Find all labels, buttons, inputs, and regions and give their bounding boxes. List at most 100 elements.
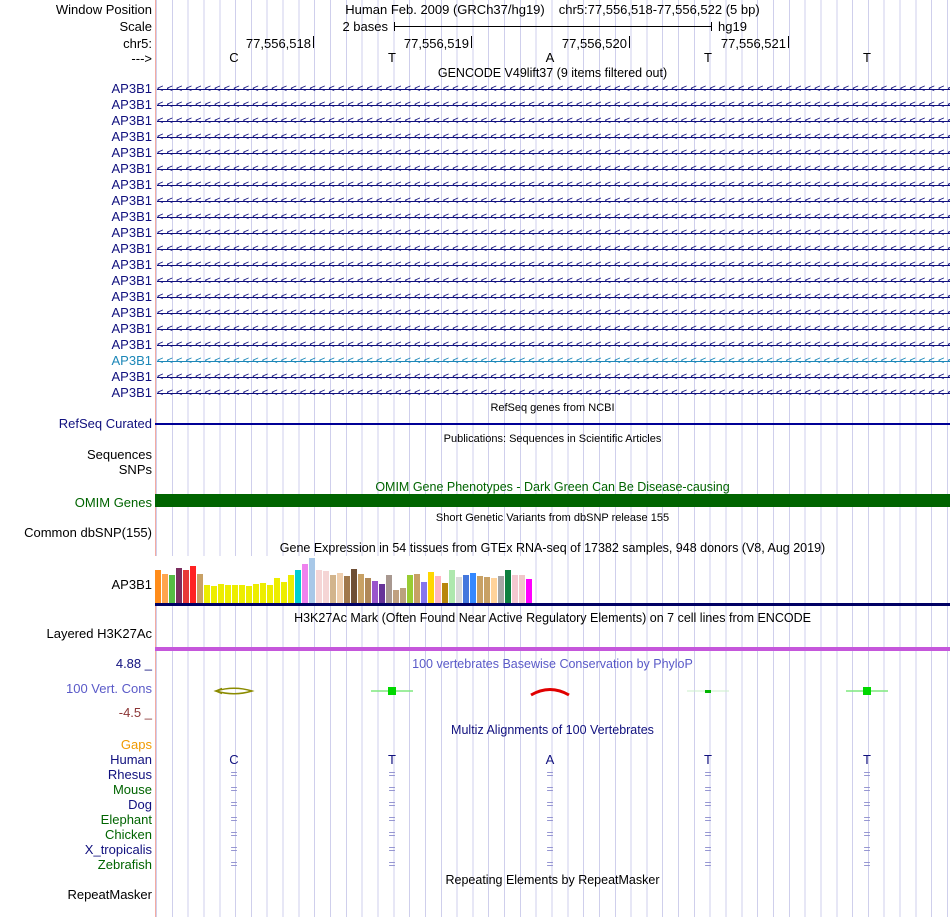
dbsnp-label[interactable]: Common dbSNP(155) — [24, 525, 152, 540]
gencode-transcript-row[interactable]: AP3B1 <<<<<<<<<<<<<<<<<<<<<<<<<<<<<<<<<<<… — [0, 241, 950, 257]
transcript-label[interactable]: AP3B1 — [111, 113, 152, 128]
gencode-transcript-row[interactable]: AP3B1 <<<<<<<<<<<<<<<<<<<<<<<<<<<<<<<<<<<… — [0, 81, 950, 97]
multiz-species-row[interactable]: Chicken = = = = = — [0, 827, 950, 842]
gencode-transcript-row[interactable]: AP3B1 <<<<<<<<<<<<<<<<<<<<<<<<<<<<<<<<<<<… — [0, 177, 950, 193]
multiz-species-row[interactable]: Mouse = = = = = — [0, 782, 950, 797]
transcript-intron-arrows[interactable]: <<<<<<<<<<<<<<<<<<<<<<<<<<<<<<<<<<<<<<<<… — [157, 225, 950, 241]
repeatmasker-label[interactable]: RepeatMasker — [67, 887, 152, 902]
transcript-label[interactable]: AP3B1 — [111, 289, 152, 304]
transcript-intron-arrows[interactable]: <<<<<<<<<<<<<<<<<<<<<<<<<<<<<<<<<<<<<<<<… — [157, 81, 950, 97]
gencode-transcript-row[interactable]: AP3B1 <<<<<<<<<<<<<<<<<<<<<<<<<<<<<<<<<<<… — [0, 385, 950, 401]
multiz-species-label[interactable]: Elephant — [100, 812, 152, 827]
multiz-species-label[interactable]: Zebrafish — [97, 857, 152, 872]
multiz-species-row[interactable]: X_tropicalis = = = = = — [0, 842, 950, 857]
multiz-species-label[interactable]: X_tropicalis — [84, 842, 152, 857]
omim-genes-label[interactable]: OMIM Genes — [74, 495, 152, 510]
h3k27ac-label[interactable]: Layered H3K27Ac — [46, 626, 152, 641]
gencode-transcript-row[interactable]: AP3B1 <<<<<<<<<<<<<<<<<<<<<<<<<<<<<<<<<<<… — [0, 225, 950, 241]
multiz-human-row[interactable]: Human C T A T T — [0, 752, 950, 767]
transcript-intron-arrows[interactable]: <<<<<<<<<<<<<<<<<<<<<<<<<<<<<<<<<<<<<<<<… — [157, 241, 950, 257]
phylop-label[interactable]: 100 Vert. Cons — [66, 681, 152, 696]
transcript-intron-arrows[interactable]: <<<<<<<<<<<<<<<<<<<<<<<<<<<<<<<<<<<<<<<<… — [157, 321, 950, 337]
transcript-label[interactable]: AP3B1 — [111, 305, 152, 320]
transcript-label[interactable]: AP3B1 — [111, 321, 152, 336]
gencode-transcript-row[interactable]: AP3B1 <<<<<<<<<<<<<<<<<<<<<<<<<<<<<<<<<<<… — [0, 257, 950, 273]
refseq-curated-label[interactable]: RefSeq Curated — [58, 416, 152, 431]
gencode-transcript-row[interactable]: AP3B1 <<<<<<<<<<<<<<<<<<<<<<<<<<<<<<<<<<<… — [0, 145, 950, 161]
transcript-label[interactable]: AP3B1 — [111, 273, 152, 288]
transcript-label[interactable]: AP3B1 — [111, 145, 152, 160]
phylop-max-value: 4.88 _ — [115, 656, 152, 671]
gencode-transcript-row[interactable]: AP3B1 <<<<<<<<<<<<<<<<<<<<<<<<<<<<<<<<<<<… — [0, 289, 950, 305]
transcript-intron-arrows[interactable]: <<<<<<<<<<<<<<<<<<<<<<<<<<<<<<<<<<<<<<<<… — [157, 145, 950, 161]
transcript-label[interactable]: AP3B1 — [111, 385, 152, 400]
transcript-intron-arrows[interactable]: <<<<<<<<<<<<<<<<<<<<<<<<<<<<<<<<<<<<<<<<… — [157, 161, 950, 177]
gtex-expression-bar-chart[interactable] — [155, 556, 535, 604]
gencode-transcript-row[interactable]: AP3B1 <<<<<<<<<<<<<<<<<<<<<<<<<<<<<<<<<<<… — [0, 305, 950, 321]
transcript-intron-arrows[interactable]: <<<<<<<<<<<<<<<<<<<<<<<<<<<<<<<<<<<<<<<<… — [157, 193, 950, 209]
transcript-intron-arrows[interactable]: <<<<<<<<<<<<<<<<<<<<<<<<<<<<<<<<<<<<<<<<… — [157, 385, 950, 401]
multiz-gaps-label[interactable]: Gaps — [120, 737, 152, 752]
multiz-species-row[interactable]: Zebrafish = = = = = — [0, 857, 950, 872]
multiz-species-row[interactable]: Rhesus = = = = = — [0, 767, 950, 782]
phylop-mark-base3[interactable] — [528, 684, 572, 698]
gencode-transcript-row[interactable]: AP3B1 <<<<<<<<<<<<<<<<<<<<<<<<<<<<<<<<<<<… — [0, 129, 950, 145]
transcript-intron-arrows[interactable]: <<<<<<<<<<<<<<<<<<<<<<<<<<<<<<<<<<<<<<<<… — [157, 209, 950, 225]
gencode-transcript-row[interactable]: AP3B1 <<<<<<<<<<<<<<<<<<<<<<<<<<<<<<<<<<<… — [0, 161, 950, 177]
transcript-label[interactable]: AP3B1 — [111, 177, 152, 192]
gencode-transcript-row[interactable]: AP3B1 <<<<<<<<<<<<<<<<<<<<<<<<<<<<<<<<<<<… — [0, 113, 950, 129]
gencode-transcript-row[interactable]: AP3B1 <<<<<<<<<<<<<<<<<<<<<<<<<<<<<<<<<<<… — [0, 369, 950, 385]
transcript-label[interactable]: AP3B1 — [111, 97, 152, 112]
gencode-transcript-row[interactable]: AP3B1 <<<<<<<<<<<<<<<<<<<<<<<<<<<<<<<<<<<… — [0, 337, 950, 353]
phylop-mark-base5[interactable] — [845, 684, 889, 698]
transcript-intron-arrows[interactable]: <<<<<<<<<<<<<<<<<<<<<<<<<<<<<<<<<<<<<<<<… — [157, 337, 950, 353]
transcript-label[interactable]: AP3B1 — [111, 161, 152, 176]
transcript-label[interactable]: AP3B1 — [111, 353, 152, 368]
transcript-label[interactable]: AP3B1 — [111, 129, 152, 144]
transcript-label[interactable]: AP3B1 — [111, 257, 152, 272]
multiz-species-row[interactable]: Elephant = = = = = — [0, 812, 950, 827]
gencode-transcript-row[interactable]: AP3B1 <<<<<<<<<<<<<<<<<<<<<<<<<<<<<<<<<<<… — [0, 321, 950, 337]
phylop-mark-base4[interactable] — [686, 684, 730, 698]
transcript-intron-arrows[interactable]: <<<<<<<<<<<<<<<<<<<<<<<<<<<<<<<<<<<<<<<<… — [157, 369, 950, 385]
gencode-transcript-row[interactable]: AP3B1 <<<<<<<<<<<<<<<<<<<<<<<<<<<<<<<<<<<… — [0, 209, 950, 225]
multiz-human-label[interactable]: Human — [110, 752, 152, 767]
publications-snps-label[interactable]: SNPs — [118, 462, 152, 477]
multiz-species-row[interactable]: Dog = = = = = — [0, 797, 950, 812]
transcript-intron-arrows[interactable]: <<<<<<<<<<<<<<<<<<<<<<<<<<<<<<<<<<<<<<<<… — [157, 273, 950, 289]
multiz-species-label[interactable]: Mouse — [112, 782, 152, 797]
h3k27ac-signal-bar[interactable] — [155, 647, 950, 651]
multiz-species-label[interactable]: Chicken — [105, 827, 152, 842]
transcript-intron-arrows[interactable]: <<<<<<<<<<<<<<<<<<<<<<<<<<<<<<<<<<<<<<<<… — [157, 113, 950, 129]
gencode-transcript-row[interactable]: AP3B1 <<<<<<<<<<<<<<<<<<<<<<<<<<<<<<<<<<<… — [0, 353, 950, 369]
transcript-label[interactable]: AP3B1 — [111, 193, 152, 208]
transcript-intron-arrows[interactable]: <<<<<<<<<<<<<<<<<<<<<<<<<<<<<<<<<<<<<<<<… — [157, 305, 950, 321]
gtex-gene-label[interactable]: AP3B1 — [111, 577, 152, 592]
publications-sequences-label[interactable]: Sequences — [86, 447, 152, 462]
transcript-label[interactable]: AP3B1 — [111, 337, 152, 352]
gtex-tissue-bar — [155, 570, 161, 604]
transcript-intron-arrows[interactable]: <<<<<<<<<<<<<<<<<<<<<<<<<<<<<<<<<<<<<<<<… — [157, 353, 950, 369]
gencode-transcript-row[interactable]: AP3B1 <<<<<<<<<<<<<<<<<<<<<<<<<<<<<<<<<<<… — [0, 97, 950, 113]
transcript-label[interactable]: AP3B1 — [111, 241, 152, 256]
gtex-baseline — [155, 603, 950, 606]
omim-gene-feature[interactable] — [155, 494, 950, 507]
transcript-intron-arrows[interactable]: <<<<<<<<<<<<<<<<<<<<<<<<<<<<<<<<<<<<<<<<… — [157, 177, 950, 193]
transcript-intron-arrows[interactable]: <<<<<<<<<<<<<<<<<<<<<<<<<<<<<<<<<<<<<<<<… — [157, 257, 950, 273]
refseq-curated-feature[interactable] — [155, 423, 950, 425]
transcript-label[interactable]: AP3B1 — [111, 225, 152, 240]
phylop-mark-base2[interactable] — [370, 684, 414, 698]
multiz-species-label[interactable]: Dog — [128, 797, 152, 812]
gtex-tissue-bar — [190, 566, 196, 604]
transcript-label[interactable]: AP3B1 — [111, 369, 152, 384]
phylop-mark-base1[interactable] — [212, 684, 256, 698]
multiz-species-label[interactable]: Rhesus — [107, 767, 152, 782]
transcript-intron-arrows[interactable]: <<<<<<<<<<<<<<<<<<<<<<<<<<<<<<<<<<<<<<<<… — [157, 129, 950, 145]
transcript-intron-arrows[interactable]: <<<<<<<<<<<<<<<<<<<<<<<<<<<<<<<<<<<<<<<<… — [157, 97, 950, 113]
coordinate-tick — [471, 36, 472, 48]
transcript-label[interactable]: AP3B1 — [111, 81, 152, 96]
transcript-intron-arrows[interactable]: <<<<<<<<<<<<<<<<<<<<<<<<<<<<<<<<<<<<<<<<… — [157, 289, 950, 305]
gencode-transcript-row[interactable]: AP3B1 <<<<<<<<<<<<<<<<<<<<<<<<<<<<<<<<<<<… — [0, 273, 950, 289]
gencode-transcript-row[interactable]: AP3B1 <<<<<<<<<<<<<<<<<<<<<<<<<<<<<<<<<<<… — [0, 193, 950, 209]
transcript-label[interactable]: AP3B1 — [111, 209, 152, 224]
